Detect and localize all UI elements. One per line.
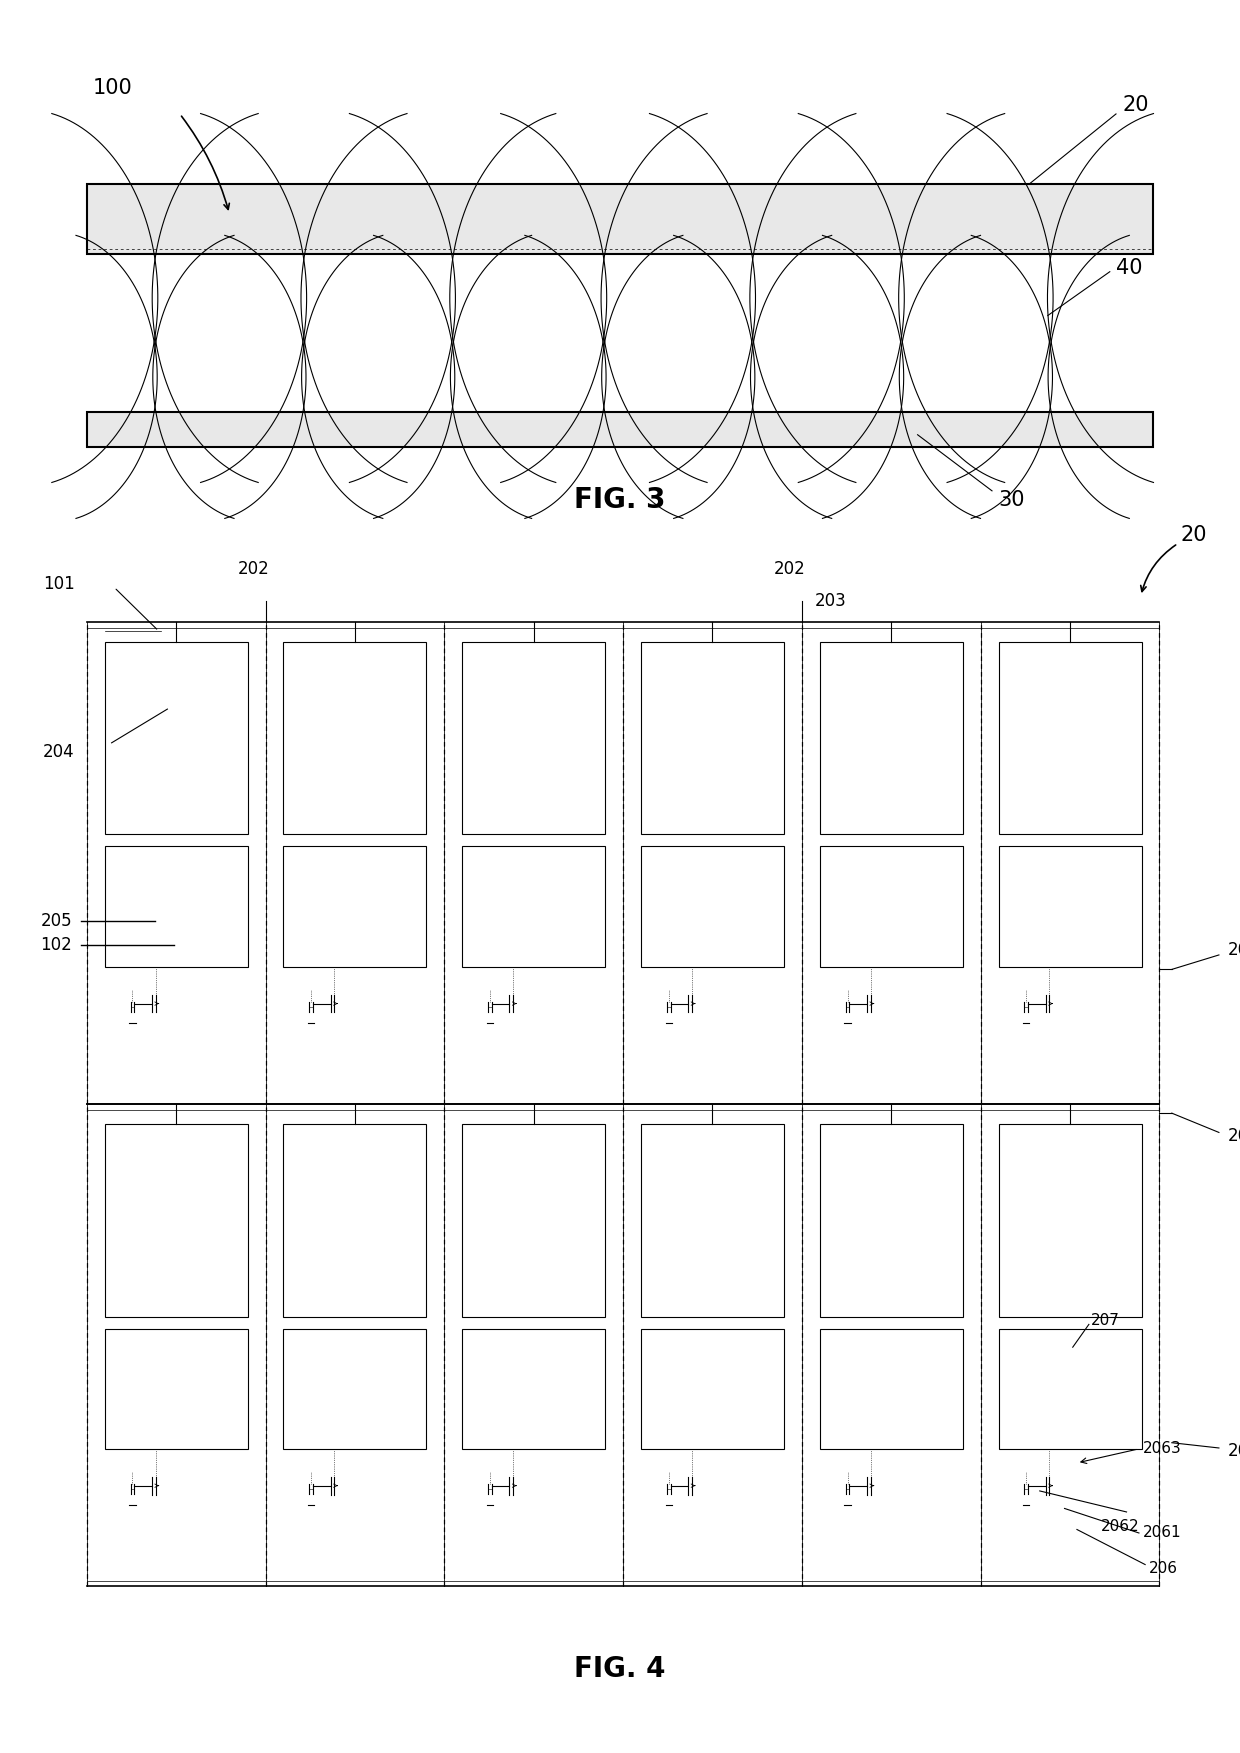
- Bar: [998, 847, 1142, 968]
- Bar: [104, 847, 248, 968]
- Text: 205: 205: [40, 912, 72, 931]
- Text: 40: 40: [1116, 258, 1142, 279]
- Text: 203: 203: [1228, 1127, 1240, 1145]
- Bar: [284, 847, 427, 968]
- Bar: [284, 1329, 427, 1450]
- Text: 202: 202: [774, 561, 805, 578]
- Text: 201: 201: [1228, 941, 1240, 959]
- Text: 202: 202: [237, 561, 269, 578]
- Bar: [463, 1329, 605, 1450]
- Text: 203: 203: [815, 593, 846, 610]
- Bar: [998, 1124, 1142, 1317]
- Bar: [641, 847, 784, 968]
- Bar: [463, 1124, 605, 1317]
- Text: 206: 206: [1148, 1560, 1178, 1576]
- Bar: [820, 1124, 962, 1317]
- Text: 20: 20: [1180, 524, 1207, 545]
- Bar: [641, 642, 784, 834]
- Bar: [104, 1124, 248, 1317]
- Bar: [87, 412, 1153, 447]
- Bar: [641, 1329, 784, 1450]
- Text: 204: 204: [42, 743, 74, 761]
- Text: 207: 207: [1091, 1313, 1120, 1329]
- Bar: [998, 642, 1142, 834]
- Text: FIG. 3: FIG. 3: [574, 486, 666, 514]
- Bar: [463, 847, 605, 968]
- Text: 201: 201: [1228, 1443, 1240, 1460]
- Text: 2061: 2061: [1142, 1525, 1182, 1541]
- Bar: [998, 1329, 1142, 1450]
- Bar: [820, 642, 962, 834]
- Text: 20: 20: [1122, 95, 1148, 116]
- Bar: [104, 1329, 248, 1450]
- Bar: [820, 847, 962, 968]
- Bar: [463, 642, 605, 834]
- Text: 100: 100: [93, 77, 133, 98]
- Text: 2063: 2063: [1142, 1441, 1182, 1457]
- Bar: [284, 1124, 427, 1317]
- Text: 2062: 2062: [1101, 1518, 1140, 1534]
- Text: FIG. 4: FIG. 4: [574, 1655, 666, 1683]
- Text: 102: 102: [40, 936, 72, 954]
- Text: 101: 101: [42, 575, 74, 593]
- Bar: [284, 642, 427, 834]
- Bar: [104, 642, 248, 834]
- Bar: [641, 1124, 784, 1317]
- Bar: [820, 1329, 962, 1450]
- Bar: [87, 184, 1153, 254]
- Text: 30: 30: [998, 489, 1024, 510]
